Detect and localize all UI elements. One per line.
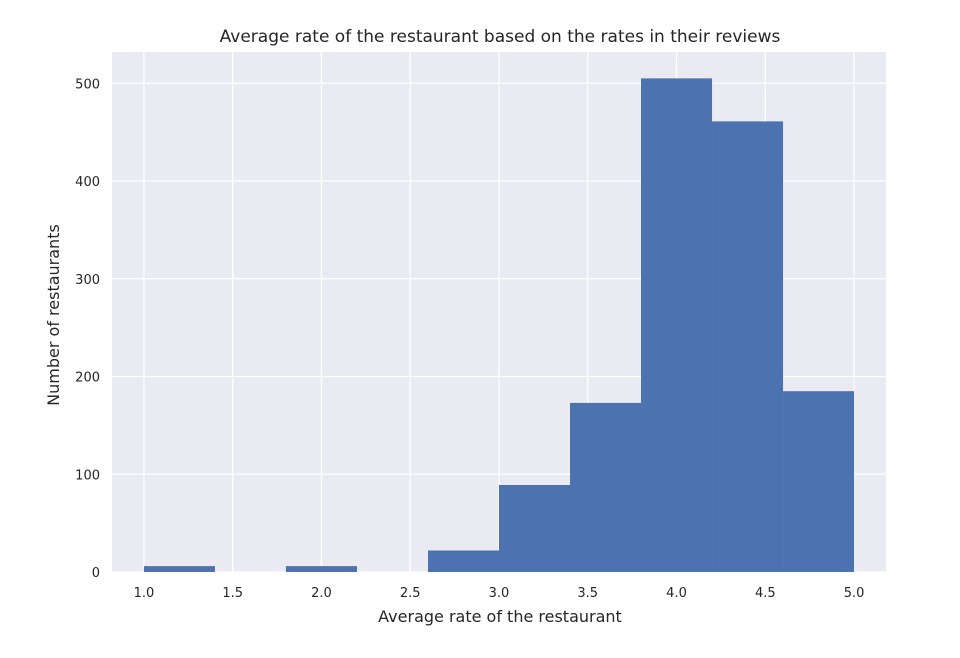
y-tick-label: 300 (75, 273, 100, 288)
y-tick-label: 200 (75, 371, 100, 386)
histogram-bar (570, 402, 642, 572)
histogram-bar (427, 550, 499, 572)
x-tick-label: 4.5 (755, 586, 776, 601)
x-tick-label: 3.0 (489, 586, 510, 601)
histogram-bar (285, 566, 357, 572)
y-axis-ticks: 0 100 200 300 400 500 (75, 77, 100, 581)
histogram-bar (783, 391, 855, 572)
y-tick-label: 400 (75, 175, 100, 190)
x-tick-label: 4.0 (666, 586, 687, 601)
y-tick-label: 500 (75, 77, 100, 92)
x-tick-label: 2.5 (400, 586, 421, 601)
x-axis-ticks: 1.0 1.5 2.0 2.5 3.0 3.5 4.0 4.5 5.0 (134, 586, 865, 601)
x-tick-label: 1.5 (222, 586, 243, 601)
x-tick-label: 5.0 (844, 586, 865, 601)
x-tick-label: 1.0 (134, 586, 155, 601)
y-axis-label: Number of restaurants (44, 224, 63, 406)
y-tick-label: 0 (92, 566, 100, 581)
histogram-bar (712, 121, 784, 572)
y-tick-label: 100 (75, 468, 100, 483)
x-axis-label: Average rate of the restaurant (378, 607, 622, 626)
x-tick-label: 2.0 (311, 586, 332, 601)
x-tick-label: 3.5 (577, 586, 598, 601)
histogram-bar (499, 485, 571, 572)
histogram-bar (641, 78, 713, 572)
histogram-bar (143, 566, 215, 572)
chart-title: Average rate of the restaurant based on … (220, 27, 781, 47)
histogram-bars (143, 78, 855, 572)
